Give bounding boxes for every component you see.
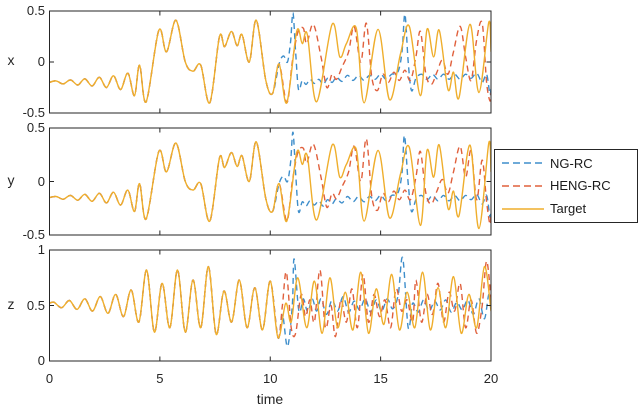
heng-rc-line-sample-icon xyxy=(502,185,544,187)
legend: NG-RC HENG-RC Target xyxy=(494,149,638,223)
y-tick-label: -0.5 xyxy=(22,105,45,120)
y-tick-label: 1 xyxy=(37,242,45,257)
y-tick-label: 0 xyxy=(37,54,45,69)
x-tick-label: 15 xyxy=(373,371,388,386)
series-line-target-x xyxy=(49,19,491,104)
series-line-ng-rc-y xyxy=(49,131,491,222)
y-tick-label: 0 xyxy=(37,173,45,189)
legend-item-heng-rc: HENG-RC xyxy=(495,175,637,197)
ng-rc-line-sample-icon xyxy=(502,162,544,165)
y-tick-label: 0 xyxy=(37,353,45,368)
target-line-sample-icon xyxy=(502,207,544,210)
y-tick-label: 0.5 xyxy=(26,3,45,18)
x-tick-label: 20 xyxy=(483,371,499,386)
series-line-target-y xyxy=(49,140,491,230)
y-tick-label: 0.5 xyxy=(26,120,45,135)
y-tick-label: 0.5 xyxy=(26,297,45,313)
x-tick-label: 0 xyxy=(45,371,54,386)
y-axis-label-z: z xyxy=(7,296,15,312)
y-axis-label-y: y xyxy=(7,172,15,188)
series-line-target-z xyxy=(49,265,491,339)
series-line-heng-rc-y xyxy=(49,137,491,226)
y-axis-label-x: x xyxy=(7,52,15,68)
legend-item-target: Target xyxy=(495,198,637,220)
series-line-ng-rc-z xyxy=(49,256,491,348)
x-tick-label: 5 xyxy=(156,371,164,386)
legend-label-heng-rc: HENG-RC xyxy=(550,178,611,194)
legend-label-ng-rc: NG-RC xyxy=(550,155,593,171)
legend-item-ng-rc: NG-RC xyxy=(495,152,637,174)
x-axis-label: time xyxy=(256,391,284,407)
x-tick-label: 10 xyxy=(263,371,278,386)
series-line-heng-rc-z xyxy=(49,260,491,339)
y-tick-label: -0.5 xyxy=(22,227,45,242)
legend-label-target: Target xyxy=(550,201,587,217)
